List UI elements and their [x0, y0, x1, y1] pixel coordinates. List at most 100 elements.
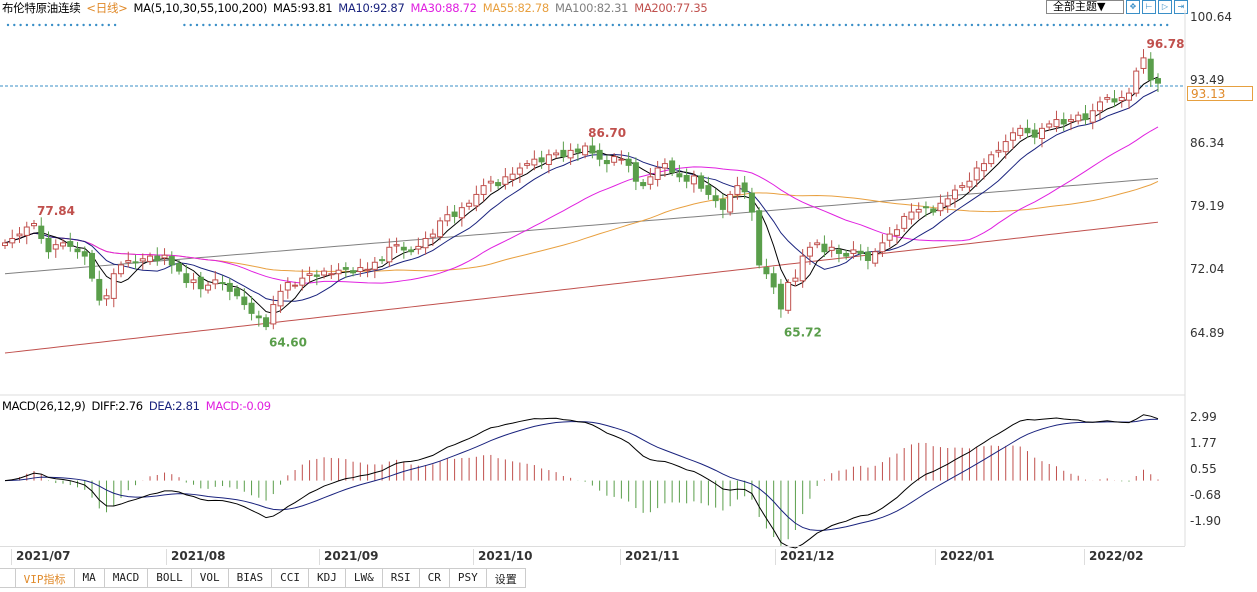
event-marker	[624, 23, 627, 27]
event-marker	[227, 23, 230, 27]
event-marker	[195, 23, 199, 27]
crosshair-icon[interactable]: ✥	[1126, 0, 1140, 14]
candle-body	[980, 163, 987, 172]
tab-macd[interactable]: MACD	[105, 569, 149, 587]
event-marker	[50, 23, 54, 27]
candle-body	[1075, 114, 1082, 122]
candle-body	[429, 233, 436, 238]
candle-body	[944, 198, 951, 207]
macd-tick: 1.77	[1190, 436, 1217, 450]
candle-body	[777, 283, 784, 310]
play-icon[interactable]: ▷	[1158, 0, 1172, 14]
event-marker	[1065, 23, 1068, 27]
event-marker	[819, 23, 822, 27]
event-marker	[258, 23, 262, 27]
candle-body	[1104, 97, 1111, 100]
candle-body	[901, 215, 908, 229]
candle-body	[415, 245, 422, 250]
theme-dropdown[interactable]: 全部主题▼	[1046, 0, 1124, 14]
candle-body	[959, 185, 966, 188]
candle-body	[560, 149, 567, 158]
event-marker	[857, 23, 860, 27]
event-marker	[340, 23, 344, 27]
tab-rsi[interactable]: RSI	[383, 569, 420, 587]
candle-body	[915, 208, 922, 213]
macd-label[interactable]: MACD(26,12,9)	[2, 399, 86, 413]
candle-body	[277, 290, 284, 307]
tab-boll[interactable]: BOLL	[148, 569, 192, 587]
tab-vip[interactable]: VIP指标	[16, 569, 75, 587]
event-marker	[491, 23, 495, 27]
candle-body	[676, 173, 683, 178]
candle-body	[9, 237, 16, 244]
event-marker	[1090, 23, 1093, 27]
event-marker	[687, 23, 690, 27]
tab-vol[interactable]: VOL	[192, 569, 229, 587]
tab-prev[interactable]	[0, 569, 16, 587]
ma-settings[interactable]: MA(5,10,30,55,100,200)	[133, 1, 268, 15]
event-marker	[466, 23, 470, 27]
candle-body	[741, 182, 748, 193]
candle-body	[458, 207, 465, 219]
tab-lwr[interactable]: LW&	[346, 569, 383, 587]
tab-kdj[interactable]: KDJ	[309, 569, 346, 587]
event-marker	[964, 23, 967, 27]
candle-body	[698, 175, 705, 189]
tab-cr[interactable]: CR	[420, 569, 450, 587]
candle-body	[444, 214, 451, 222]
event-marker	[901, 23, 904, 27]
tab-settings[interactable]: 设置	[487, 569, 526, 587]
candle-body	[727, 193, 734, 213]
candle-body	[328, 273, 335, 276]
event-marker	[1128, 23, 1131, 27]
candle-body	[589, 145, 596, 154]
candle-body	[255, 315, 262, 319]
event-marker	[517, 23, 520, 27]
zoom-start-icon[interactable]: ⊢	[1142, 0, 1156, 14]
event-marker	[756, 23, 759, 27]
event-marker	[447, 23, 451, 27]
event-marker	[895, 23, 898, 27]
candle-body	[451, 211, 458, 217]
event-marker	[718, 23, 722, 27]
candle-body	[843, 252, 850, 257]
jump-end-icon[interactable]: ⇥	[1174, 0, 1188, 14]
candle-body	[299, 277, 306, 286]
ma10-value: MA10:92.87	[338, 1, 405, 15]
tab-bias[interactable]: BIAS	[229, 569, 273, 587]
candle-body	[930, 208, 937, 213]
candle-body	[234, 288, 241, 297]
tab-cci[interactable]: CCI	[272, 569, 309, 587]
candle-body	[480, 185, 487, 195]
event-marker	[800, 23, 803, 27]
event-marker	[737, 23, 740, 27]
candle-body	[1089, 110, 1096, 123]
price-tick: 72.04	[1190, 262, 1225, 276]
event-marker	[882, 23, 885, 27]
candle-body	[835, 249, 842, 254]
candle-body	[125, 260, 132, 263]
tab-psy[interactable]: PSY	[450, 569, 487, 587]
event-marker	[1153, 23, 1156, 27]
event-marker	[649, 23, 652, 27]
candle-body	[712, 195, 719, 202]
candle-body	[16, 233, 23, 237]
event-marker	[914, 23, 917, 27]
candle-body	[306, 273, 313, 276]
period-selector[interactable]: <日线>	[86, 1, 128, 15]
event-marker	[44, 23, 47, 27]
event-marker	[252, 23, 255, 27]
candle-body	[886, 233, 893, 241]
event-marker	[995, 23, 999, 27]
event-marker	[271, 23, 274, 27]
candle-body	[1155, 78, 1161, 84]
candle-body	[611, 156, 618, 163]
candle-body	[1125, 92, 1132, 101]
candle-body	[270, 304, 277, 325]
candle-body	[770, 273, 777, 288]
price-tick: 93.49	[1190, 73, 1225, 87]
candle-body	[495, 182, 502, 187]
toolbar: 全部主题▼ ✥ ⊢ ▷ ⇥	[1046, 0, 1188, 14]
tab-ma[interactable]: MA	[75, 569, 105, 587]
